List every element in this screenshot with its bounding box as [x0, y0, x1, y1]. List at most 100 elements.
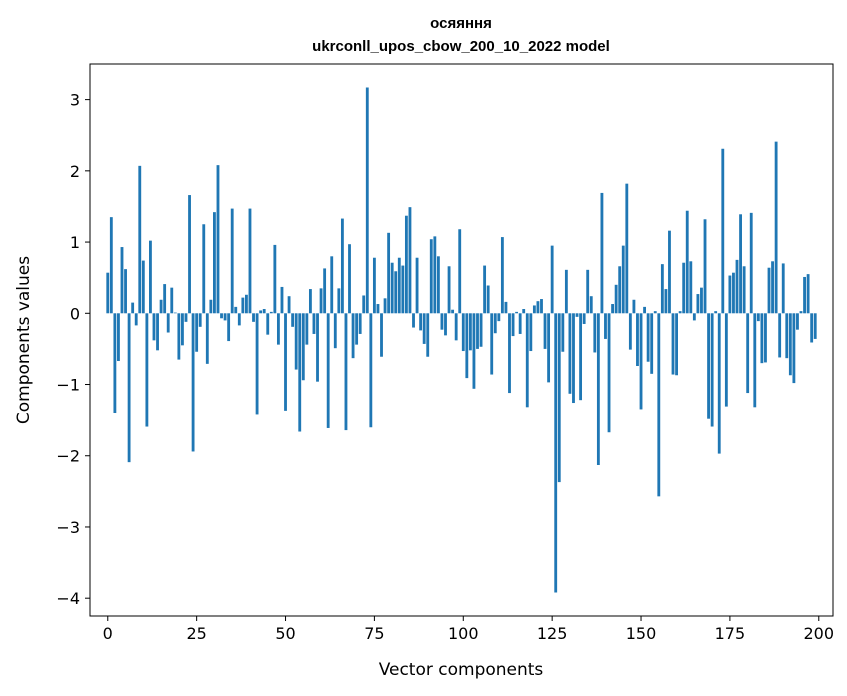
bar	[696, 294, 700, 314]
bar	[291, 313, 295, 327]
x-tick-label: 150	[626, 624, 657, 643]
bar	[550, 245, 554, 314]
bar	[799, 311, 803, 314]
bar	[266, 313, 270, 335]
bar	[312, 313, 316, 334]
bar	[227, 313, 231, 342]
bar	[575, 313, 579, 317]
bar	[326, 313, 330, 428]
bar	[294, 313, 298, 370]
bar	[213, 212, 216, 314]
bar	[508, 313, 511, 394]
x-tick-label: 25	[186, 624, 206, 643]
bar	[746, 313, 750, 394]
bar	[376, 304, 380, 314]
y-tick-label: −4	[56, 589, 80, 608]
x-axis-label: Vector components	[379, 660, 544, 680]
bar	[614, 284, 618, 314]
bar	[340, 218, 344, 314]
bar	[287, 296, 291, 314]
bar	[472, 313, 476, 389]
bar	[767, 267, 771, 314]
bar	[273, 244, 277, 314]
bar	[149, 240, 152, 314]
bar	[643, 306, 646, 314]
bar	[234, 306, 238, 314]
bar	[195, 313, 199, 352]
bar	[269, 311, 273, 314]
bar	[607, 313, 611, 433]
bar	[209, 299, 213, 314]
bar	[707, 313, 710, 419]
bar	[170, 287, 174, 314]
bar	[298, 313, 302, 432]
y-tick-label: −2	[56, 447, 80, 466]
bar	[675, 313, 678, 376]
bar	[138, 165, 142, 314]
bar	[753, 313, 757, 408]
bar	[650, 313, 654, 374]
bar	[248, 208, 252, 314]
bar	[689, 261, 693, 314]
bar	[397, 257, 401, 314]
bar	[365, 87, 369, 314]
y-axis: −4 −3 −2 −1 0 1 2 3	[56, 91, 90, 608]
bars-group	[106, 87, 817, 593]
chart-subtitle: ukrconll_upos_cbow_200_10_2022 model	[312, 38, 610, 55]
bar	[479, 313, 483, 347]
x-tick-label: 200	[804, 624, 835, 643]
bar	[532, 305, 536, 314]
bar	[557, 313, 561, 483]
bar	[461, 313, 465, 352]
bar	[145, 313, 149, 427]
bar	[117, 313, 120, 362]
bar	[383, 298, 387, 314]
bar	[483, 265, 487, 314]
bar	[436, 256, 440, 314]
bar	[511, 313, 515, 337]
bar	[668, 230, 671, 314]
bar	[127, 313, 131, 463]
bar	[177, 313, 181, 360]
bar	[245, 294, 248, 314]
bar	[351, 313, 355, 359]
bar	[255, 313, 259, 415]
bar	[572, 313, 575, 404]
bar	[700, 287, 703, 314]
bar	[426, 313, 430, 357]
bar	[276, 313, 280, 345]
bar	[788, 313, 792, 376]
bar	[262, 309, 266, 314]
bar	[216, 165, 220, 314]
x-tick-label: 175	[715, 624, 746, 643]
bar	[372, 257, 376, 314]
y-tick-label: −3	[56, 518, 80, 537]
bar	[468, 313, 472, 351]
bar	[500, 237, 504, 314]
bar	[764, 313, 767, 363]
bar	[316, 313, 319, 382]
bar	[813, 313, 817, 339]
y-tick-label: 1	[70, 233, 80, 252]
bar	[486, 285, 490, 314]
bar	[632, 299, 636, 314]
bar	[422, 313, 426, 344]
x-axis: 0 25 50 75 100 125 150 175 200	[103, 616, 834, 643]
bar	[742, 266, 746, 314]
bar	[358, 313, 362, 334]
bar	[348, 244, 351, 314]
bar	[611, 304, 615, 314]
bar	[518, 313, 522, 334]
y-tick-label: −1	[56, 376, 80, 395]
bar	[547, 313, 551, 383]
bar	[600, 192, 604, 314]
bar	[141, 260, 145, 314]
bar	[230, 208, 234, 314]
bar	[732, 272, 735, 314]
bar	[678, 311, 682, 314]
chart-title: осяяння	[430, 15, 492, 32]
bar	[476, 313, 479, 349]
bar	[671, 313, 675, 375]
bar	[362, 295, 366, 314]
bar	[703, 219, 707, 314]
